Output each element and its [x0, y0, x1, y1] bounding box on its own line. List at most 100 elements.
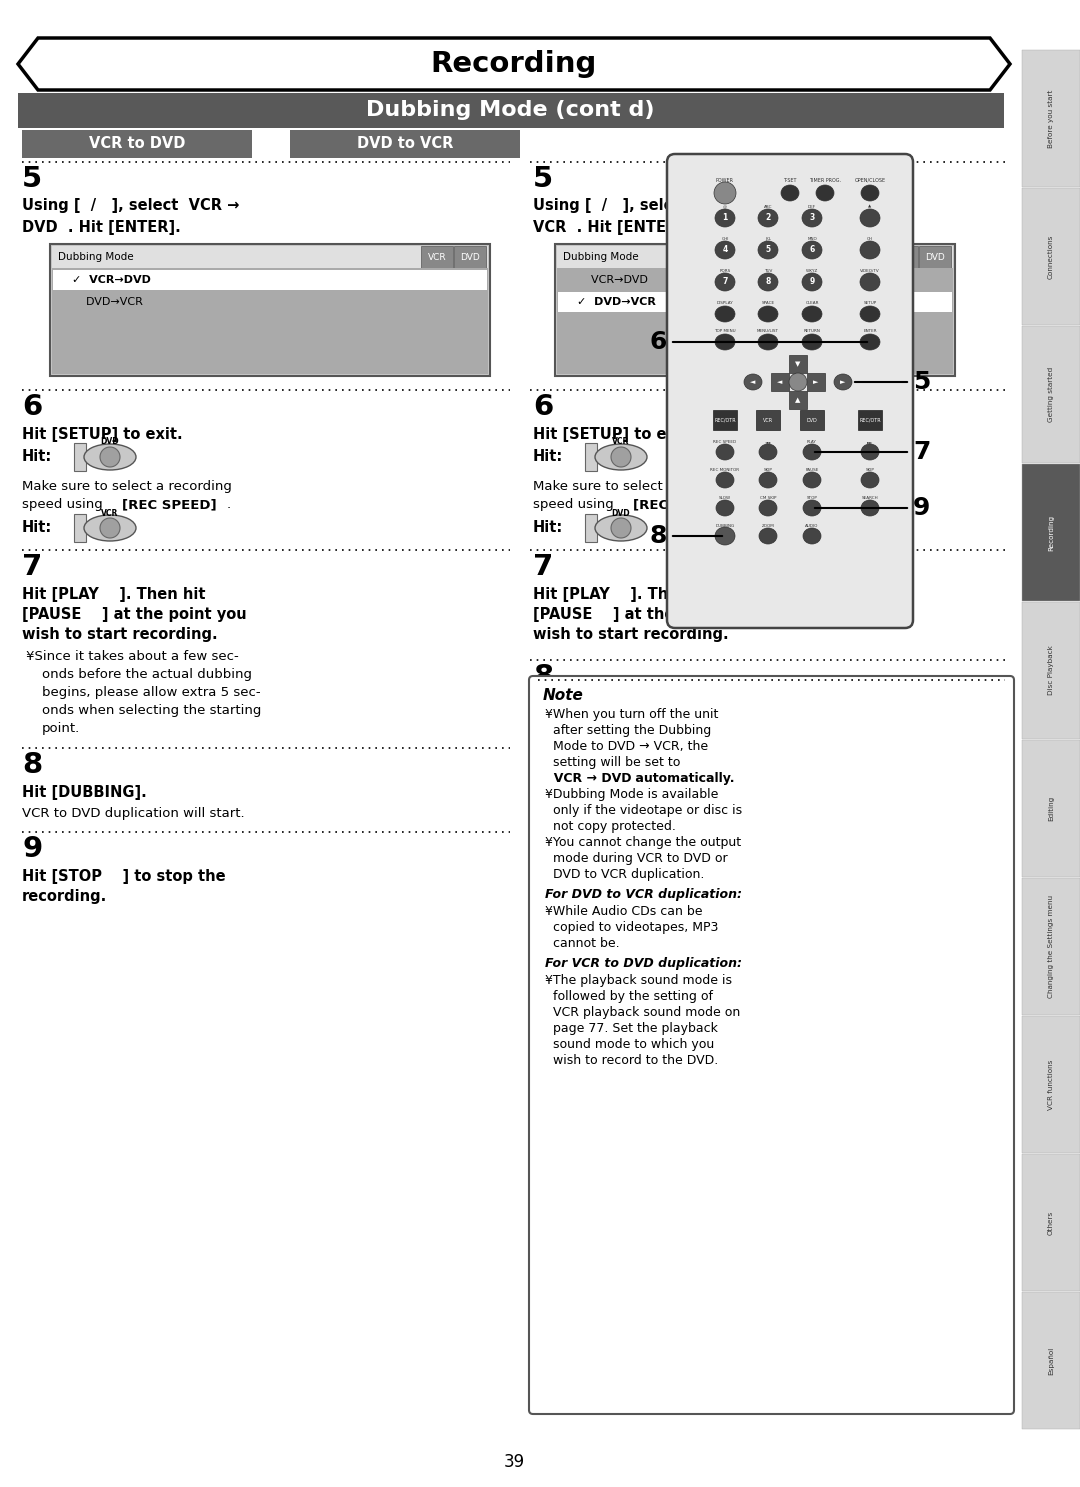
- Text: Hit [PLAY    ]. Then hit: Hit [PLAY ]. Then hit: [534, 587, 716, 602]
- Text: CLEAR: CLEAR: [806, 300, 819, 305]
- Text: ▲: ▲: [868, 205, 872, 210]
- Text: ZOOM: ZOOM: [761, 523, 774, 528]
- Text: ◄◄: ◄◄: [765, 440, 771, 445]
- Text: T-SET: T-SET: [783, 178, 797, 183]
- Text: MENU/LIST: MENU/LIST: [757, 329, 779, 333]
- Text: ▼: ▼: [795, 361, 800, 367]
- Text: 5: 5: [913, 370, 930, 394]
- Text: 5: 5: [766, 245, 770, 254]
- Text: ABC: ABC: [764, 205, 772, 210]
- Bar: [789, 391, 807, 409]
- Text: 7: 7: [534, 553, 553, 581]
- Text: JKL: JKL: [765, 236, 771, 241]
- Text: SKIP: SKIP: [865, 468, 875, 471]
- Bar: [1022, 877, 1080, 1016]
- Text: For DVD to VCR duplication:: For DVD to VCR duplication:: [545, 888, 742, 901]
- Text: ►: ►: [813, 379, 819, 385]
- Text: Dubbing Mode: Dubbing Mode: [563, 251, 638, 262]
- Text: DVD to VCR duplication will start.: DVD to VCR duplication will start.: [534, 720, 756, 732]
- Text: Using [  /   ], select  VCR →: Using [ / ], select VCR →: [22, 198, 240, 213]
- Text: WXYZ: WXYZ: [806, 269, 819, 274]
- Text: Hit [STOP    ] to stop the: Hit [STOP ] to stop the: [534, 785, 737, 800]
- Bar: [52, 268, 488, 375]
- Ellipse shape: [804, 471, 821, 488]
- Text: setting will be set to: setting will be set to: [545, 755, 680, 769]
- Text: 5: 5: [22, 165, 42, 193]
- Ellipse shape: [789, 373, 807, 391]
- Ellipse shape: [781, 184, 799, 201]
- Text: [REC SPEED]: [REC SPEED]: [633, 498, 728, 512]
- Text: DVD: DVD: [100, 437, 119, 446]
- Bar: [713, 410, 737, 430]
- Text: Changing the Settings menu: Changing the Settings menu: [1048, 895, 1054, 998]
- Ellipse shape: [804, 445, 821, 459]
- Text: onds before the actual dubbing: onds before the actual dubbing: [42, 668, 252, 681]
- Text: 9: 9: [534, 751, 553, 779]
- Text: page 77. Set the playback: page 77. Set the playback: [545, 1022, 718, 1035]
- Text: Hit:: Hit:: [534, 520, 564, 535]
- Text: OPEN/CLOSE: OPEN/CLOSE: [854, 178, 886, 183]
- Text: 7: 7: [723, 278, 728, 287]
- Text: DVD to VCR: DVD to VCR: [356, 137, 454, 152]
- Ellipse shape: [84, 445, 136, 470]
- Text: ¥While Audio CDs can be: ¥While Audio CDs can be: [545, 906, 702, 917]
- Ellipse shape: [100, 448, 120, 467]
- Bar: [558, 291, 951, 312]
- Bar: [1022, 602, 1080, 739]
- Text: PLAY: PLAY: [807, 440, 816, 445]
- Text: 7: 7: [913, 440, 930, 464]
- Text: Hit [PLAY    ]. Then hit: Hit [PLAY ]. Then hit: [22, 587, 205, 602]
- Text: mode during VCR to DVD or: mode during VCR to DVD or: [545, 852, 728, 865]
- Bar: [886, 245, 918, 268]
- Bar: [75, 515, 86, 541]
- Text: Using [  /   ], select  DVD →: Using [ / ], select DVD →: [534, 198, 753, 213]
- Text: [REC SPEED]: [REC SPEED]: [122, 498, 217, 512]
- Bar: [858, 410, 882, 430]
- Text: DEF: DEF: [808, 205, 816, 210]
- Text: .: .: [227, 498, 231, 512]
- Text: ►: ►: [840, 379, 846, 385]
- Text: 8: 8: [534, 663, 553, 691]
- Bar: [771, 373, 789, 391]
- Bar: [421, 245, 453, 268]
- Ellipse shape: [759, 445, 777, 459]
- Text: Dubbing Mode (cont d): Dubbing Mode (cont d): [366, 101, 654, 120]
- Text: followed by the setting of: followed by the setting of: [545, 990, 713, 1004]
- Bar: [291, 129, 519, 158]
- Text: DISPLAY: DISPLAY: [717, 300, 733, 305]
- Bar: [18, 94, 1004, 128]
- Ellipse shape: [595, 445, 647, 470]
- Text: ▲: ▲: [795, 397, 800, 403]
- Text: @: @: [723, 205, 727, 210]
- Text: automatically.: automatically.: [631, 772, 734, 785]
- Ellipse shape: [84, 515, 136, 541]
- Ellipse shape: [758, 335, 778, 349]
- Text: ENTER: ENTER: [863, 329, 877, 333]
- Text: VCR playback sound mode on: VCR playback sound mode on: [545, 1007, 740, 1019]
- Text: SLOW: SLOW: [719, 497, 731, 500]
- Bar: [800, 410, 824, 430]
- Text: Others: Others: [1048, 1210, 1054, 1234]
- Text: POWER: POWER: [716, 178, 734, 183]
- Bar: [756, 410, 780, 430]
- Text: recording.: recording.: [534, 804, 618, 819]
- Text: wish to start recording.: wish to start recording.: [534, 628, 729, 642]
- Text: Before you start: Before you start: [1048, 89, 1054, 147]
- Ellipse shape: [611, 517, 631, 538]
- Text: Editing: Editing: [1048, 796, 1054, 821]
- Bar: [22, 129, 252, 158]
- Ellipse shape: [861, 445, 879, 459]
- Bar: [557, 268, 953, 375]
- Text: CM SKIP: CM SKIP: [759, 497, 777, 500]
- FancyBboxPatch shape: [529, 677, 1014, 1414]
- Text: 1: 1: [723, 214, 728, 223]
- Bar: [807, 373, 825, 391]
- Text: TUV: TUV: [764, 269, 772, 274]
- Text: AUDIO: AUDIO: [806, 523, 819, 528]
- Text: copied to videotapes, MP3: copied to videotapes, MP3: [545, 920, 718, 934]
- Text: DVD  . Hit [ENTER].: DVD . Hit [ENTER].: [22, 220, 180, 235]
- Ellipse shape: [715, 306, 735, 323]
- Text: RETURN: RETURN: [804, 329, 821, 333]
- Text: VCR: VCR: [428, 253, 446, 262]
- Ellipse shape: [758, 274, 778, 291]
